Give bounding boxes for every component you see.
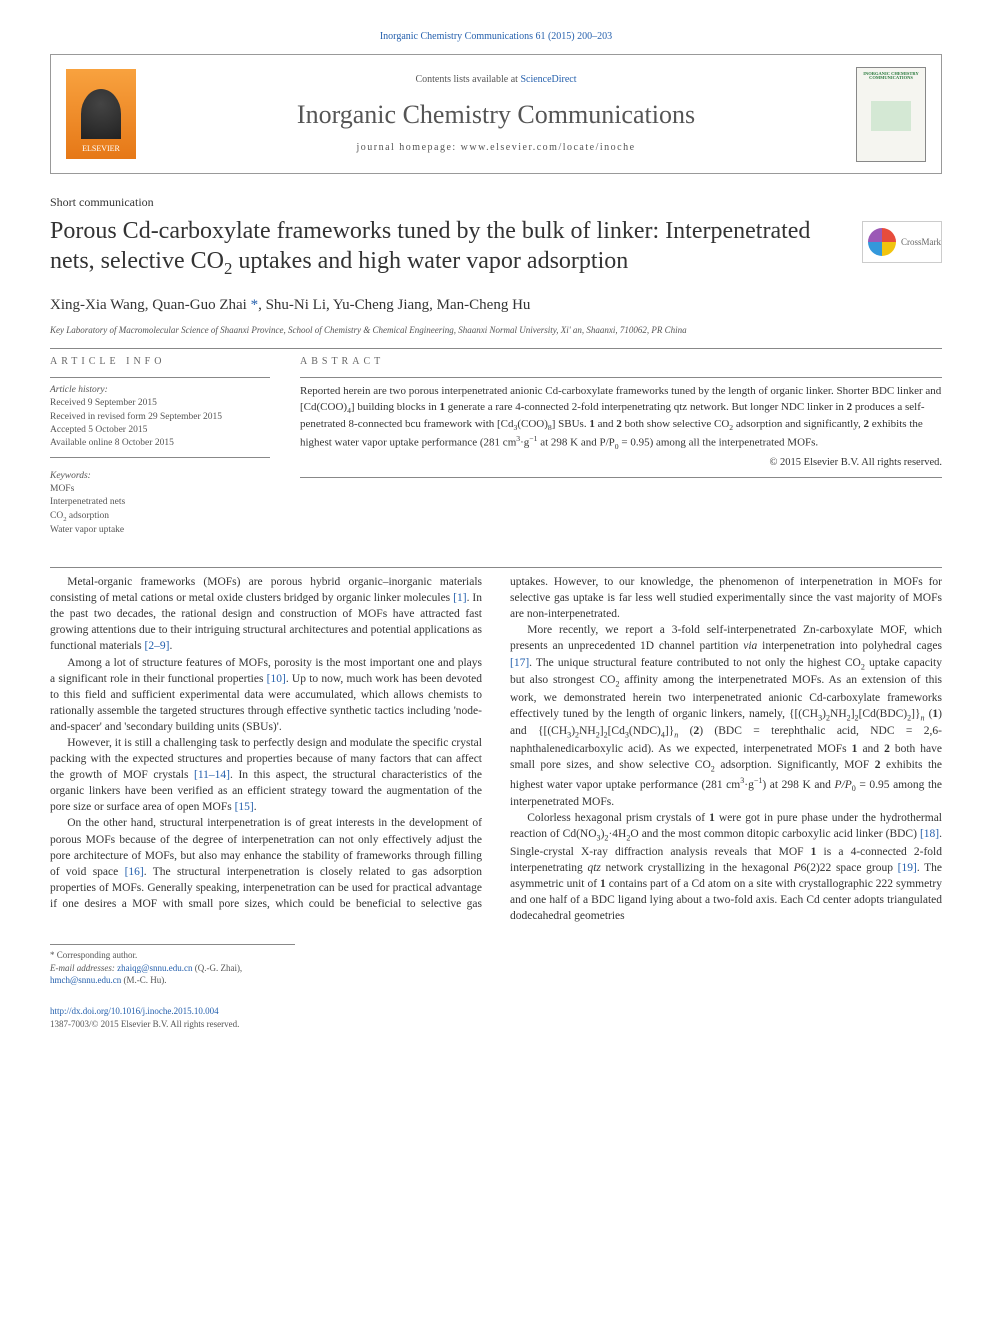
keywords-label: Keywords: (50, 470, 270, 483)
history-line: Accepted 5 October 2015 (50, 424, 270, 437)
journal-cover-thumbnail: INORGANIC CHEMISTRY COMMUNICATIONS (856, 67, 926, 162)
keyword: CO2 adsorption (50, 510, 270, 524)
body-paragraph: Metal-organic frameworks (MOFs) are poro… (50, 574, 482, 654)
email-link[interactable]: hmch@snnu.edu.cn (50, 975, 121, 985)
body-paragraph: However, it is still a challenging task … (50, 735, 482, 815)
footer-metadata: http://dx.doi.org/10.1016/j.inoche.2015.… (50, 1005, 942, 1030)
body-text: Metal-organic frameworks (MOFs) are poro… (50, 574, 942, 924)
abstract-copyright: © 2015 Elsevier B.V. All rights reserved… (300, 456, 942, 471)
email-link[interactable]: zhaiqg@snnu.edu.cn (117, 963, 192, 973)
divider (300, 377, 942, 378)
meta-abstract-row: article info Article history: Received 9… (50, 355, 942, 537)
elsevier-logo: ELSEVIER (66, 69, 136, 159)
article-info-column: article info Article history: Received 9… (50, 355, 270, 537)
crossmark-label: CrossMark (901, 236, 941, 249)
issn-copyright: 1387-7003/© 2015 Elsevier B.V. All right… (50, 1018, 942, 1031)
doi-link[interactable]: http://dx.doi.org/10.1016/j.inoche.2015.… (50, 1005, 942, 1018)
affiliation: Key Laboratory of Macromolecular Science… (50, 324, 942, 337)
article-title: Porous Cd-carboxylate frameworks tuned b… (50, 216, 842, 280)
body-paragraph: Among a lot of structure features of MOF… (50, 655, 482, 735)
divider (50, 567, 942, 568)
authors: Xing-Xia Wang, Quan-Guo Zhai *, Shu-Ni L… (50, 295, 942, 316)
keyword: Interpenetrated nets (50, 496, 270, 509)
divider (50, 377, 270, 378)
keyword: Water vapor uptake (50, 524, 270, 537)
email-name: (M.-C. Hu). (121, 975, 166, 985)
body-paragraph: More recently, we report a 3-fold self-i… (510, 622, 942, 810)
title-row: Porous Cd-carboxylate frameworks tuned b… (50, 216, 942, 280)
email-label: E-mail addresses: (50, 963, 117, 973)
journal-reference[interactable]: Inorganic Chemistry Communications 61 (2… (50, 30, 942, 44)
keyword: MOFs (50, 483, 270, 496)
elsevier-label: ELSEVIER (82, 143, 120, 154)
history-line: Received in revised form 29 September 20… (50, 411, 270, 424)
cover-image-placeholder (871, 101, 911, 131)
contents-prefix: Contents lists available at (415, 74, 520, 85)
divider (300, 477, 942, 478)
email-addresses: E-mail addresses: zhaiqg@snnu.edu.cn (Q.… (50, 962, 295, 987)
journal-header: ELSEVIER Contents lists available at Sci… (50, 54, 942, 174)
journal-name: Inorganic Chemistry Communications (151, 97, 841, 133)
email-name: (Q.-G. Zhai), (192, 963, 242, 973)
abstract-text: Reported herein are two porous interpene… (300, 384, 942, 452)
cover-title: INORGANIC CHEMISTRY COMMUNICATIONS (861, 72, 921, 82)
divider (50, 457, 270, 458)
elsevier-tree-icon (81, 89, 121, 139)
crossmark-icon (868, 228, 896, 256)
body-paragraph: Colorless hexagonal prism crystals of 1 … (510, 810, 942, 924)
contents-line: Contents lists available at ScienceDirec… (151, 73, 841, 87)
history-line: Received 9 September 2015 (50, 397, 270, 410)
header-center: Contents lists available at ScienceDirec… (151, 73, 841, 155)
corresponding-author-label: * Corresponding author. (50, 949, 295, 962)
history-label: Article history: (50, 384, 270, 397)
divider (50, 348, 942, 349)
abstract-column: abstract Reported herein are two porous … (300, 355, 942, 537)
footnotes: * Corresponding author. E-mail addresses… (50, 944, 295, 987)
crossmark-badge[interactable]: CrossMark (862, 221, 942, 263)
abstract-heading: abstract (300, 355, 942, 369)
article-type: Short communication (50, 194, 942, 211)
history-line: Available online 8 October 2015 (50, 437, 270, 450)
article-info-heading: article info (50, 355, 270, 369)
journal-homepage[interactable]: journal homepage: www.elsevier.com/locat… (151, 141, 841, 155)
sciencedirect-link[interactable]: ScienceDirect (520, 74, 576, 85)
